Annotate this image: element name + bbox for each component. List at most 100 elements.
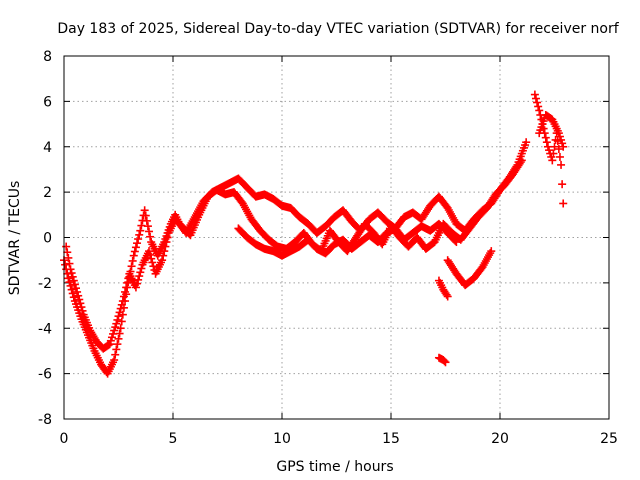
data-point-trace-b — [163, 233, 172, 242]
data-point-trace-b — [65, 259, 74, 268]
data-point-trace-b — [67, 269, 76, 278]
data-point-trace-b — [516, 158, 525, 167]
data-point-trace-g — [533, 98, 542, 107]
data-point-trace-a — [64, 274, 73, 283]
data-point-trace-g — [555, 152, 564, 161]
data-point-trace-b — [160, 247, 169, 256]
data-point-trace-b — [113, 315, 122, 324]
x-tick-label: 10 — [273, 431, 291, 447]
data-point-trace-b — [77, 303, 86, 312]
y-tick-label: -6 — [38, 367, 52, 383]
data-point-trace-a — [114, 334, 123, 343]
data-point-trace-a — [66, 281, 75, 290]
data-point-trace-b — [121, 287, 130, 296]
data-point-trace-b — [133, 279, 142, 288]
data-point-trace-g — [535, 106, 544, 115]
y-tick-label: 8 — [43, 49, 52, 65]
data-point-trace-b — [75, 295, 84, 304]
data-point-trace-a — [65, 278, 74, 287]
data-point-trace-g — [559, 199, 568, 208]
data-point-trace-b — [63, 248, 72, 257]
data-point-trace-a — [116, 324, 125, 333]
y-tick-label: -2 — [38, 276, 52, 292]
data-point-trace-f — [440, 357, 449, 366]
data-point-trace-b — [122, 283, 131, 292]
y-tick-label: 4 — [43, 140, 52, 156]
data-point-trace-b — [131, 283, 140, 292]
y-tick-label: -8 — [38, 412, 52, 428]
data-point-trace-e — [442, 290, 451, 299]
data-point-trace-a — [141, 211, 150, 220]
data-point-trace-a — [145, 227, 154, 236]
x-tick-label: 5 — [169, 431, 178, 447]
data-point-trace-a — [142, 216, 151, 225]
data-point-trace-b — [135, 272, 144, 281]
x-tick-label: 0 — [60, 431, 69, 447]
data-point-trace-b — [66, 265, 75, 274]
y-axis-title: SDTVAR / TECUs — [7, 181, 23, 296]
data-point-trace-a — [522, 138, 531, 147]
data-point-trace-b — [71, 284, 80, 293]
data-point-trace-b — [112, 319, 121, 328]
data-point-trace-b — [517, 156, 526, 165]
data-point-trace-b — [134, 275, 143, 284]
data-point-trace-b — [145, 247, 154, 256]
data-point-trace-g — [534, 102, 543, 111]
data-point-trace-a — [67, 285, 76, 294]
chart-title: Day 183 of 2025, Sidereal Day-to-day VTE… — [57, 21, 619, 37]
data-point-trace-g — [548, 156, 557, 165]
data-point-trace-a — [111, 350, 120, 359]
data-points — [60, 90, 568, 378]
data-point-trace-a — [146, 232, 155, 241]
data-point-trace-a — [136, 226, 145, 235]
data-point-trace-a — [135, 230, 144, 239]
data-point-trace-a — [68, 289, 77, 298]
data-point-trace-a — [130, 247, 139, 256]
data-point-trace-b — [162, 238, 171, 247]
data-point-trace-a — [113, 340, 122, 349]
data-point-trace-g — [531, 94, 540, 103]
x-tick-label: 15 — [382, 431, 400, 447]
data-point-trace-d — [487, 247, 496, 256]
data-point-trace-g — [549, 149, 558, 158]
data-point-trace-b — [137, 264, 146, 273]
data-point-trace-b — [78, 306, 87, 315]
x-tick-labels: 0 5 10 15 20 25 — [60, 431, 618, 447]
data-point-trace-g — [554, 145, 563, 154]
data-point-trace-b — [68, 272, 77, 281]
data-point-trace-a — [131, 243, 140, 252]
data-point-trace-a — [128, 256, 137, 265]
y-tick-labels: -8 -6 -4 -2 0 2 4 6 8 — [38, 49, 52, 428]
data-point-trace-b — [118, 297, 127, 306]
data-point-trace-b — [146, 250, 155, 259]
data-point-trace-f — [441, 358, 450, 367]
y-tick-label: 2 — [43, 185, 52, 201]
data-point-trace-a — [129, 251, 138, 260]
data-point-trace-b — [115, 308, 124, 317]
data-point-trace-a — [127, 262, 136, 271]
data-point-trace-b — [161, 242, 170, 251]
data-point-trace-c — [451, 236, 460, 245]
data-point-trace-h — [559, 142, 568, 151]
data-point-trace-a — [61, 260, 70, 269]
data-point-trace-c — [452, 238, 461, 247]
data-point-trace-b — [159, 251, 168, 260]
data-point-trace-a — [134, 235, 143, 244]
data-point-trace-b — [148, 258, 157, 267]
x-axis-title: GPS time / hours — [276, 459, 393, 475]
data-point-trace-b — [69, 276, 78, 285]
x-tick-label: 20 — [491, 431, 509, 447]
data-point-trace-g — [557, 160, 566, 169]
data-point-trace-b — [158, 256, 167, 265]
data-point-trace-b — [70, 280, 79, 289]
data-point-trace-b — [76, 299, 85, 308]
data-point-trace-a — [143, 222, 152, 231]
grid — [64, 56, 609, 419]
data-point-trace-b — [117, 300, 126, 309]
data-point-trace-b — [116, 304, 125, 313]
data-point-trace-a — [112, 345, 121, 354]
y-tick-label: -4 — [38, 321, 52, 337]
data-point-trace-g — [558, 180, 567, 189]
data-point-trace-b — [64, 253, 73, 262]
